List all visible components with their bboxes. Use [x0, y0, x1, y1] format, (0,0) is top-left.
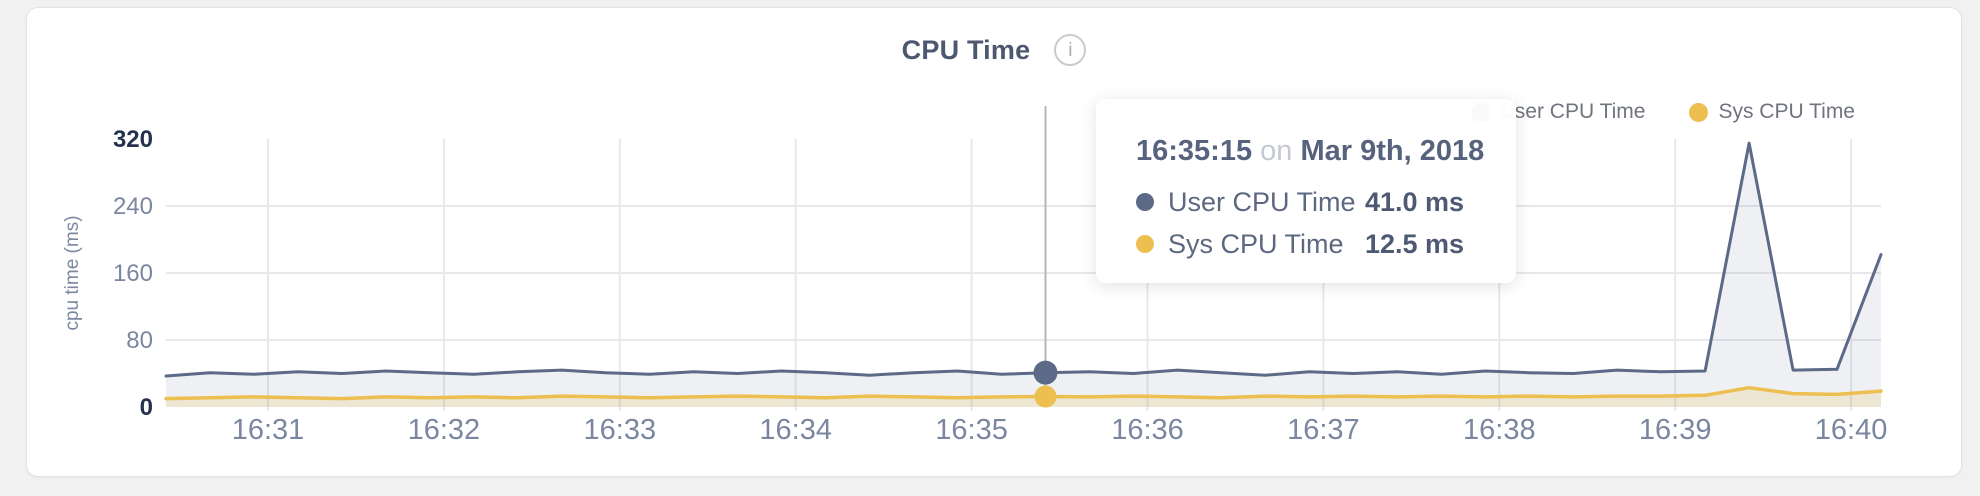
tooltip-label-user: User CPU Time	[1168, 186, 1356, 217]
x-tick-label: 16:33	[583, 414, 657, 446]
tooltip-rows: User CPU Time 41.0 ms Sys CPU Time 12.5 …	[1136, 181, 1516, 265]
x-tick-label: 16:34	[759, 414, 832, 446]
tooltip-dot-sys	[1136, 235, 1154, 253]
tooltip-title: 16:35:15 on Mar 9th, 2018	[1136, 133, 1516, 169]
x-tick-label: 16:38	[1463, 414, 1536, 446]
chart-header: CPU Time i	[27, 34, 1961, 66]
y-tick-label: 320	[112, 126, 153, 153]
legend-label-user: User CPU Time	[1499, 100, 1646, 123]
tooltip-row-sys: Sys CPU Time 12.5 ms	[1136, 223, 1516, 265]
tooltip-value-sys: 12.5 ms	[1365, 228, 1465, 259]
user-cpu-line	[164, 141, 1883, 378]
info-icon[interactable]: i	[1054, 34, 1087, 66]
user-cpu-area	[166, 143, 1881, 407]
y-tick-label: 160	[112, 260, 153, 287]
y-axis-title: cpu time (ms)	[62, 215, 83, 331]
info-icon-glyph: i	[1068, 39, 1073, 61]
y-tick-label: 80	[126, 327, 153, 354]
x-tick-label: 16:37	[1287, 414, 1360, 446]
chart-legend: User CPU Time Sys CPU Time	[1470, 100, 1855, 124]
hover-tooltip: 16:35:15 on Mar 9th, 2018 User CPU Time …	[1096, 99, 1516, 283]
tooltip-row-user: User CPU Time 41.0 ms	[1136, 181, 1516, 223]
y-tick-label: 240	[112, 193, 153, 220]
legend-label-sys: Sys CPU Time	[1718, 100, 1855, 123]
y-tick-label: 0	[139, 394, 153, 421]
x-tick-label: 16:36	[1111, 414, 1184, 446]
tooltip-label-sys: Sys CPU Time	[1168, 228, 1344, 259]
hover-dot-sys	[1034, 385, 1057, 408]
cpu-time-chart[interactable]	[27, 8, 1961, 474]
cpu-time-chart-card: CPU Time i User CPU Time Sys CPU Time 0 8…	[26, 7, 1962, 477]
x-tick-label: 16:32	[407, 414, 481, 446]
tooltip-dot-user	[1136, 193, 1154, 211]
legend-item-sys-cpu-time[interactable]: Sys CPU Time	[1689, 100, 1855, 124]
legend-dot-sys	[1689, 102, 1709, 122]
hover-dot-user	[1033, 360, 1058, 385]
tooltip-connector: on	[1260, 135, 1293, 167]
tooltip-time: 16:35:15	[1136, 135, 1253, 167]
x-tick-label: 16:39	[1638, 414, 1712, 446]
sys-cpu-line	[164, 385, 1883, 401]
tooltip-date: Mar 9th, 2018	[1300, 135, 1485, 167]
x-tick-label: 16:40	[1814, 414, 1888, 446]
x-tick-label: 16:31	[231, 414, 305, 446]
x-tick-label: 16:35	[935, 414, 1008, 446]
chart-title: CPU Time	[901, 34, 1031, 65]
tooltip-value-user: 41.0 ms	[1365, 186, 1465, 217]
